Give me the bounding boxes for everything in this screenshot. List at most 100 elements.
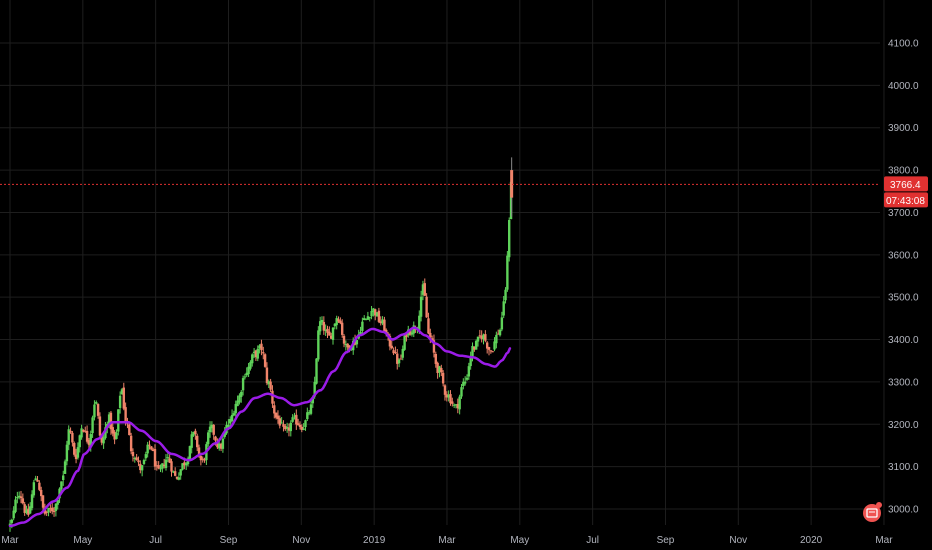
candle-body — [241, 378, 245, 391]
candle-body — [96, 404, 100, 416]
candle-body — [223, 431, 226, 437]
candle-body — [196, 435, 199, 448]
y-tick-label: 3500.0 — [888, 293, 919, 304]
candle-body — [291, 417, 294, 422]
candle-body — [194, 430, 197, 435]
candle-body — [95, 402, 98, 404]
candle-body — [168, 458, 171, 463]
y-tick-label: 3700.0 — [888, 208, 919, 219]
candle-body — [263, 354, 267, 367]
candle-body — [219, 443, 223, 449]
candle-body — [210, 424, 214, 429]
candle-body — [267, 381, 270, 385]
candle-body — [254, 350, 258, 358]
candle-body — [418, 315, 421, 331]
x-axis: Mar May Jul Sep Nov 2019 Mar May Jul Sep Nov 2020 Ma… — [1, 535, 893, 546]
candle-body — [25, 510, 28, 514]
candle-body — [284, 426, 287, 430]
candle-body — [465, 377, 469, 380]
x-tick-label: Nov — [729, 535, 747, 546]
candle-body — [346, 343, 349, 348]
candle-body — [142, 460, 146, 464]
candle-body — [480, 335, 483, 339]
candle-body — [19, 496, 23, 499]
candle-body — [342, 335, 346, 344]
candle-body — [289, 422, 293, 432]
candle-body — [359, 331, 362, 335]
settings-corner-dot[interactable] — [876, 502, 882, 508]
candle-body — [504, 289, 507, 301]
y-tick-label: 3100.0 — [888, 462, 919, 473]
candle-body — [227, 424, 230, 427]
candle-body — [150, 446, 153, 450]
candle-body — [184, 463, 188, 466]
candle-body — [229, 419, 232, 424]
candle-body — [133, 457, 137, 459]
candle-body — [322, 322, 326, 331]
candle-body — [155, 465, 159, 467]
candle-body — [510, 170, 514, 198]
candle-body — [122, 387, 125, 409]
candle-body — [16, 497, 19, 499]
candle-body — [429, 332, 432, 338]
x-tick-label: Nov — [292, 535, 310, 546]
candle-body — [60, 481, 63, 489]
candle-body — [221, 438, 225, 449]
candle-body — [506, 255, 509, 290]
y-tick-label: 3000.0 — [888, 505, 919, 516]
candle-body — [335, 318, 338, 326]
candle-body — [249, 362, 252, 369]
candle-body — [438, 366, 441, 373]
candle-body — [183, 462, 186, 466]
candle-body — [375, 312, 379, 317]
scroll-to-realtime-icon[interactable] — [863, 504, 881, 522]
candle-body — [85, 430, 89, 442]
candle-body — [69, 430, 72, 433]
settings-corner-icon[interactable] — [876, 502, 882, 508]
candle-body — [12, 510, 15, 519]
candle-body — [137, 460, 140, 463]
candle-body — [441, 372, 445, 384]
candle-body — [74, 454, 78, 460]
candle-body — [230, 414, 234, 422]
candle-body — [140, 465, 144, 471]
candle-body — [188, 446, 192, 459]
candle-body — [234, 403, 237, 414]
candle-body — [403, 336, 406, 350]
candle-body — [84, 430, 87, 432]
moving-average-line — [8, 326, 512, 528]
candle-body — [177, 477, 181, 480]
candle-body — [52, 511, 56, 513]
candle-body — [172, 471, 175, 473]
candle-body — [252, 351, 256, 353]
candle-body — [129, 435, 133, 452]
candle-body — [36, 479, 39, 482]
last-price-tag-bg — [884, 176, 928, 192]
candle-body — [78, 435, 81, 448]
candle-body — [344, 343, 348, 346]
candle-body — [28, 506, 32, 514]
candle-body — [102, 437, 105, 444]
candle-body — [65, 444, 69, 462]
candle-body — [287, 427, 291, 431]
candle-body — [333, 323, 337, 327]
candle-body — [124, 407, 127, 422]
candle-body — [456, 403, 460, 409]
candle-body — [197, 447, 201, 454]
candle-body — [201, 458, 204, 460]
candle-body — [51, 507, 54, 512]
candle-body — [236, 400, 239, 407]
candle-body — [260, 343, 263, 351]
candle-body — [107, 414, 111, 426]
candle-body — [49, 508, 52, 510]
candle-body — [144, 454, 148, 459]
candle-body — [256, 348, 259, 359]
candle-body — [27, 508, 30, 515]
x-tick-label: Mar — [875, 535, 893, 546]
candle-body — [454, 404, 458, 406]
y-tick-label: 3900.0 — [888, 123, 919, 134]
candle-body — [47, 507, 50, 513]
candle-body — [385, 329, 388, 334]
candle-body — [76, 447, 80, 458]
